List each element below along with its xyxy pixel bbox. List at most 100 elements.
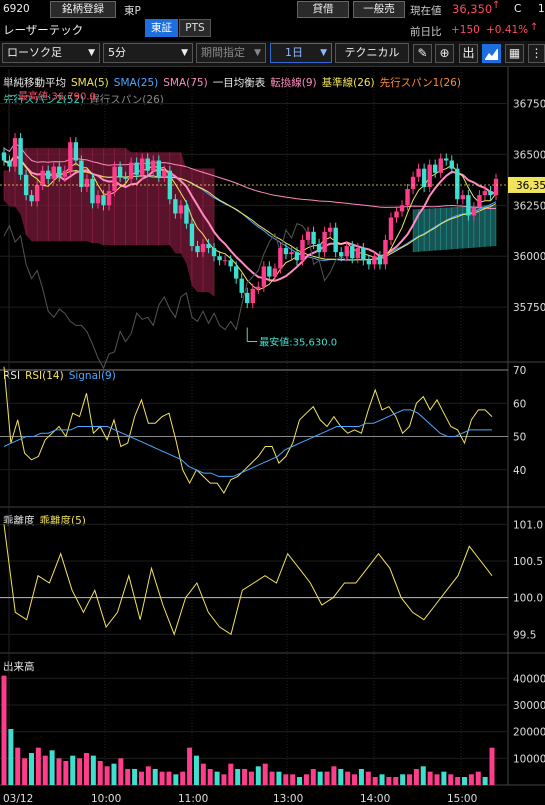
volume-bar	[35, 747, 41, 785]
interval-value: 5分	[108, 46, 126, 59]
volume-bar	[187, 747, 193, 785]
candle-body	[106, 191, 112, 206]
rsi-y-tick: 70	[513, 365, 526, 377]
candle-body	[305, 231, 311, 240]
volume-bar	[372, 777, 378, 785]
volume-bar	[166, 771, 172, 785]
candle-body	[178, 205, 184, 214]
candle-body	[421, 168, 427, 187]
candle-body	[195, 246, 200, 253]
volume-bar	[427, 771, 433, 785]
volume-bar	[1, 675, 7, 785]
vol-y-tick: 20000	[513, 727, 545, 739]
volume-bar	[297, 777, 303, 785]
dev-y-tick: 101.0	[513, 519, 543, 531]
current-price: 36,350	[452, 2, 493, 16]
candle-body	[57, 166, 62, 177]
candle-body	[112, 166, 117, 192]
volume-bar	[22, 758, 28, 785]
volume-bar	[56, 758, 62, 785]
candle-body	[261, 266, 267, 287]
candle-body	[327, 227, 333, 232]
volume-bar	[248, 771, 254, 785]
candle-body	[62, 170, 68, 177]
area-chart-icon[interactable]	[482, 44, 501, 63]
main-legend-item: 転換線(9)	[270, 77, 317, 89]
span-select[interactable]: 1日 ▼	[270, 43, 332, 63]
grid-icon[interactable]: ▦	[505, 44, 524, 63]
chart-type-select[interactable]: ローソク足 ▼	[2, 43, 100, 63]
general-sell-button[interactable]: 一般売	[353, 1, 405, 18]
candle-body	[493, 178, 499, 196]
volume-bar	[441, 771, 447, 785]
low-label: 最安値:35,630.0	[259, 336, 337, 349]
candle-body	[344, 246, 349, 257]
volume-bar	[448, 774, 454, 785]
tab-tse[interactable]: 東証	[145, 19, 178, 37]
lend-button[interactable]: 貸借	[297, 1, 349, 18]
volume-bar	[317, 771, 323, 785]
candle-body	[95, 195, 101, 204]
candle-body	[206, 244, 211, 249]
candle-body	[355, 248, 360, 259]
tenkan-line	[3, 153, 497, 282]
candle-body	[128, 162, 134, 179]
technical-button[interactable]: テクニカル	[335, 43, 409, 63]
candle-body	[1, 152, 7, 161]
candle-body	[90, 178, 95, 204]
chart-toolbar: ローソク足 ▼ 5分 ▼ 期間指定 ▼ 1日 ▼ テクニカル ✎ ⊕ 出 ▦ ⋮	[0, 41, 545, 67]
search-zoom-icon[interactable]: ⊕	[435, 44, 454, 63]
main-legend-item: 単純移動平均	[3, 77, 66, 89]
candle-body	[250, 288, 255, 304]
candle-body	[366, 260, 372, 265]
pencil-icon[interactable]: ✎	[413, 44, 432, 63]
candle-body	[466, 195, 471, 216]
candle-body	[134, 162, 139, 175]
volume-bar	[111, 763, 117, 785]
vol-legend-item: 出来高	[3, 661, 35, 673]
interval-select[interactable]: 5分 ▼	[103, 43, 193, 63]
candle-body	[34, 184, 40, 202]
candle-body	[388, 217, 394, 240]
candle-body	[140, 158, 145, 175]
cloud-red	[4, 148, 215, 297]
candle-body	[73, 142, 79, 161]
header-name-bar: レーザーテック 東証 PTS 前日比 +150 +0.41% ↑	[0, 19, 545, 41]
candle-body	[184, 205, 189, 224]
volume-bar	[407, 774, 413, 785]
volume-bar	[8, 729, 14, 785]
volume-icon[interactable]: 出	[459, 44, 478, 63]
candle-body	[333, 227, 338, 253]
candle-body	[438, 158, 443, 173]
candle-body	[377, 256, 383, 265]
tab-pts[interactable]: PTS	[179, 19, 211, 37]
candle-body	[427, 164, 432, 187]
chart-canvas[interactable]: 03/12 10:00 11:00 13:00 14:00 15:00 36750 36500…	[0, 67, 545, 805]
dev-y-tick: 100.0	[513, 593, 543, 605]
vol-y-tick: 10000	[513, 753, 545, 765]
prev-day-label: 前日比	[410, 26, 442, 38]
rsi-signal-line	[3, 409, 492, 477]
volume-bar	[283, 774, 289, 785]
candle-body	[394, 211, 399, 218]
main-legend-item: 先行スパン1(26)	[379, 77, 461, 89]
volume-bar	[49, 750, 55, 785]
more-icon[interactable]: ⋮	[528, 44, 545, 63]
price-label: 現在値	[410, 5, 442, 17]
current-price-tag	[508, 176, 545, 193]
candle-body	[18, 138, 23, 175]
main-legend-item: SMA(75)	[163, 77, 208, 89]
main-legend-item: SMA(5)	[71, 77, 109, 89]
chart-type-value: ローソク足	[7, 46, 62, 59]
candle-body	[222, 260, 228, 262]
period-select[interactable]: 期間指定 ▼	[196, 43, 266, 63]
register-button[interactable]: 銘柄登録	[50, 1, 116, 18]
volume-bar	[28, 753, 34, 785]
rsi-legend-item: Signal(9)	[68, 370, 116, 382]
volume-bar	[221, 774, 227, 785]
stock-name: レーザーテック	[3, 23, 84, 37]
volume-bar	[310, 769, 316, 785]
candle-body	[267, 266, 272, 277]
rsi-y-tick: 60	[513, 398, 526, 410]
candle-body	[68, 142, 73, 171]
